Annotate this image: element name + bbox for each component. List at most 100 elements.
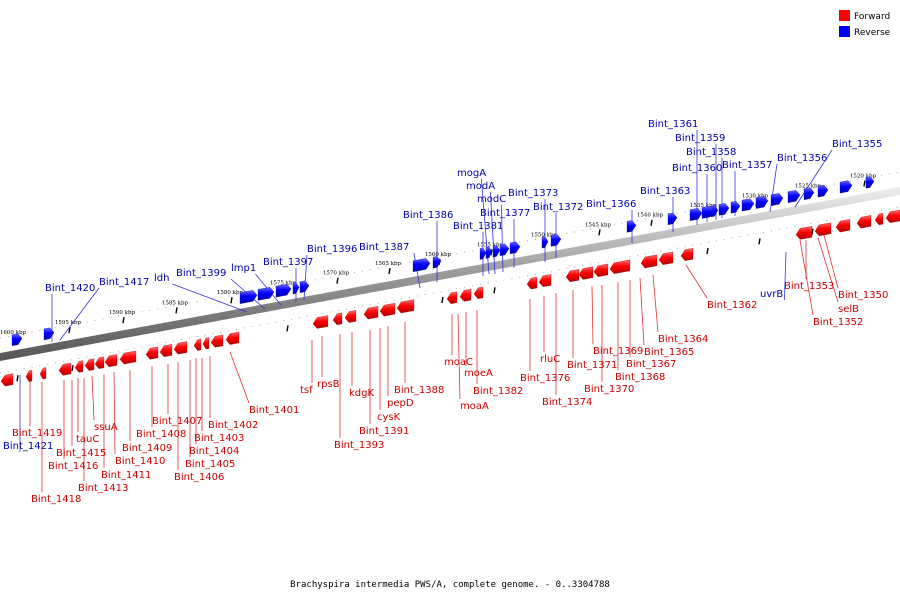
forward-gene-arrow[interactable] (145, 346, 159, 360)
gene-label-bint-1363[interactable]: Bint_1363 (640, 186, 690, 197)
gene-label-bint-1419[interactable]: Bint_1419 (12, 428, 62, 439)
reverse-gene-arrow[interactable] (257, 287, 275, 301)
gene-label-bint-1371[interactable]: Bint_1371 (567, 360, 617, 371)
reverse-gene-arrow[interactable] (239, 290, 258, 304)
forward-gene-arrow[interactable] (593, 263, 609, 277)
reverse-gene-arrow[interactable] (817, 184, 829, 198)
gene-label-ssua[interactable]: ssuA (94, 422, 118, 433)
reverse-gene-arrow[interactable] (412, 258, 431, 272)
forward-gene-arrow[interactable] (795, 226, 813, 240)
gene-label-moea[interactable]: moeA (464, 368, 493, 379)
gene-label-bint-1409[interactable]: Bint_1409 (122, 443, 172, 454)
gene-label-bint-1366[interactable]: Bint_1366 (586, 199, 636, 210)
gene-label-bint-1376[interactable]: Bint_1376 (520, 373, 570, 384)
gene-label-tsf[interactable]: tsf (300, 385, 313, 396)
reverse-gene-arrow[interactable] (432, 256, 442, 269)
forward-gene-arrow[interactable] (526, 276, 538, 290)
gene-label-bint-1391[interactable]: Bint_1391 (359, 426, 409, 437)
reverse-gene-arrow[interactable] (292, 282, 300, 295)
gene-label-bint-1416[interactable]: Bint_1416 (48, 461, 98, 472)
reverse-gene-arrow[interactable] (499, 243, 510, 256)
forward-gene-arrow[interactable] (578, 266, 594, 280)
forward-gene-arrow[interactable] (856, 215, 872, 229)
forward-gene-arrow[interactable] (312, 315, 329, 329)
reverse-gene-arrow[interactable] (839, 180, 853, 194)
forward-gene-arrow[interactable] (640, 254, 658, 269)
gene-label-bint-1377[interactable]: Bint_1377 (480, 208, 530, 219)
gene-label-bint-1401[interactable]: Bint_1401 (249, 405, 299, 416)
gene-label-lmp1[interactable]: lmp1 (231, 263, 256, 274)
forward-gene-arrow[interactable] (159, 344, 173, 357)
gene-label-bint-1365[interactable]: Bint_1365 (644, 347, 694, 358)
forward-gene-arrow[interactable] (446, 291, 458, 304)
gene-label-bint-1355[interactable]: Bint_1355 (832, 139, 882, 150)
reverse-gene-arrow[interactable] (479, 247, 487, 260)
gene-label-bint-1415[interactable]: Bint_1415 (56, 448, 106, 459)
gene-label-moaa[interactable]: moaA (460, 401, 489, 412)
forward-gene-arrow[interactable] (119, 350, 137, 365)
reverse-gene-arrow[interactable] (787, 190, 801, 203)
reverse-gene-arrow[interactable] (550, 234, 562, 247)
gene-label-bint-1368[interactable]: Bint_1368 (615, 372, 665, 383)
gene-label-rpsb[interactable]: rpsB (317, 379, 340, 390)
gene-label-bint-1421[interactable]: Bint_1421 (3, 441, 53, 452)
forward-gene-arrow[interactable] (363, 306, 379, 320)
gene-label-bint-1367[interactable]: Bint_1367 (626, 359, 676, 370)
gene-label-bint-1350[interactable]: Bint_1350 (838, 290, 888, 301)
forward-gene-arrow[interactable] (874, 212, 884, 226)
gene-label-bint-1364[interactable]: Bint_1364 (658, 334, 708, 345)
forward-gene-arrow[interactable] (210, 334, 224, 348)
reverse-gene-arrow[interactable] (541, 236, 549, 249)
gene-label-selb[interactable]: selB (838, 304, 859, 315)
reverse-gene-arrow[interactable] (299, 280, 310, 293)
forward-gene-arrow[interactable] (94, 356, 105, 369)
gene-label-bint-1408[interactable]: Bint_1408 (136, 429, 186, 440)
gene-label-bint-1360[interactable]: Bint_1360 (672, 163, 722, 174)
forward-gene-arrow[interactable] (680, 248, 694, 261)
gene-label-bint-1381[interactable]: Bint_1381 (453, 221, 503, 232)
gene-label-bint-1353[interactable]: Bint_1353 (784, 281, 834, 292)
forward-gene-arrow[interactable] (885, 209, 900, 223)
forward-gene-arrow[interactable] (565, 269, 580, 283)
gene-label-bint-1396[interactable]: Bint_1396 (307, 244, 357, 255)
gene-label-uvrb[interactable]: uvrB (760, 289, 783, 300)
reverse-gene-arrow[interactable] (689, 208, 703, 221)
forward-gene-arrow[interactable] (193, 338, 202, 351)
forward-gene-arrow[interactable] (74, 360, 84, 373)
gene-label-cysk[interactable]: cysK (377, 412, 401, 423)
forward-gene-arrow[interactable] (39, 367, 47, 380)
gene-label-pepd[interactable]: pepD (387, 398, 414, 409)
gene-label-bint-1372[interactable]: Bint_1372 (533, 202, 583, 213)
gene-label-bint-1417[interactable]: Bint_1417 (99, 277, 149, 288)
gene-label-bint-1410[interactable]: Bint_1410 (115, 456, 165, 467)
forward-gene-arrow[interactable] (84, 358, 95, 371)
forward-gene-arrow[interactable] (58, 362, 72, 376)
gene-label-bint-1370[interactable]: Bint_1370 (584, 384, 634, 395)
gene-label-moga[interactable]: mogA (457, 168, 486, 179)
gene-label-bint-1405[interactable]: Bint_1405 (185, 459, 235, 470)
gene-label-bint-1356[interactable]: Bint_1356 (777, 153, 827, 164)
forward-gene-arrow[interactable] (538, 274, 552, 287)
gene-label-modc[interactable]: modC (477, 194, 506, 205)
reverse-gene-arrow[interactable] (755, 195, 769, 209)
gene-label-bint-1393[interactable]: Bint_1393 (334, 440, 384, 451)
forward-gene-arrow[interactable] (473, 286, 484, 299)
gene-label-bint-1359[interactable]: Bint_1359 (675, 133, 725, 144)
gene-label-bint-1369[interactable]: Bint_1369 (593, 346, 643, 357)
gene-label-bint-1358[interactable]: Bint_1358 (686, 147, 736, 158)
forward-gene-arrow[interactable] (379, 302, 396, 317)
forward-gene-arrow[interactable] (658, 251, 674, 265)
reverse-gene-arrow[interactable] (275, 283, 292, 298)
gene-label-bint-1407[interactable]: Bint_1407 (152, 416, 202, 427)
reverse-gene-arrow[interactable] (509, 241, 521, 255)
forward-gene-arrow[interactable] (609, 259, 631, 274)
gene-label-bint-1361[interactable]: Bint_1361 (648, 119, 698, 130)
gene-label-bint-1420[interactable]: Bint_1420 (45, 283, 95, 294)
gene-label-bint-1404[interactable]: Bint_1404 (189, 446, 239, 457)
gene-label-bint-1397[interactable]: Bint_1397 (263, 257, 313, 268)
reverse-gene-arrow[interactable] (770, 193, 784, 206)
reverse-gene-arrow[interactable] (11, 333, 23, 346)
gene-label-bint-1399[interactable]: Bint_1399 (176, 268, 226, 279)
forward-gene-arrow[interactable] (814, 222, 832, 237)
gene-label-bint-1352[interactable]: Bint_1352 (813, 317, 863, 328)
